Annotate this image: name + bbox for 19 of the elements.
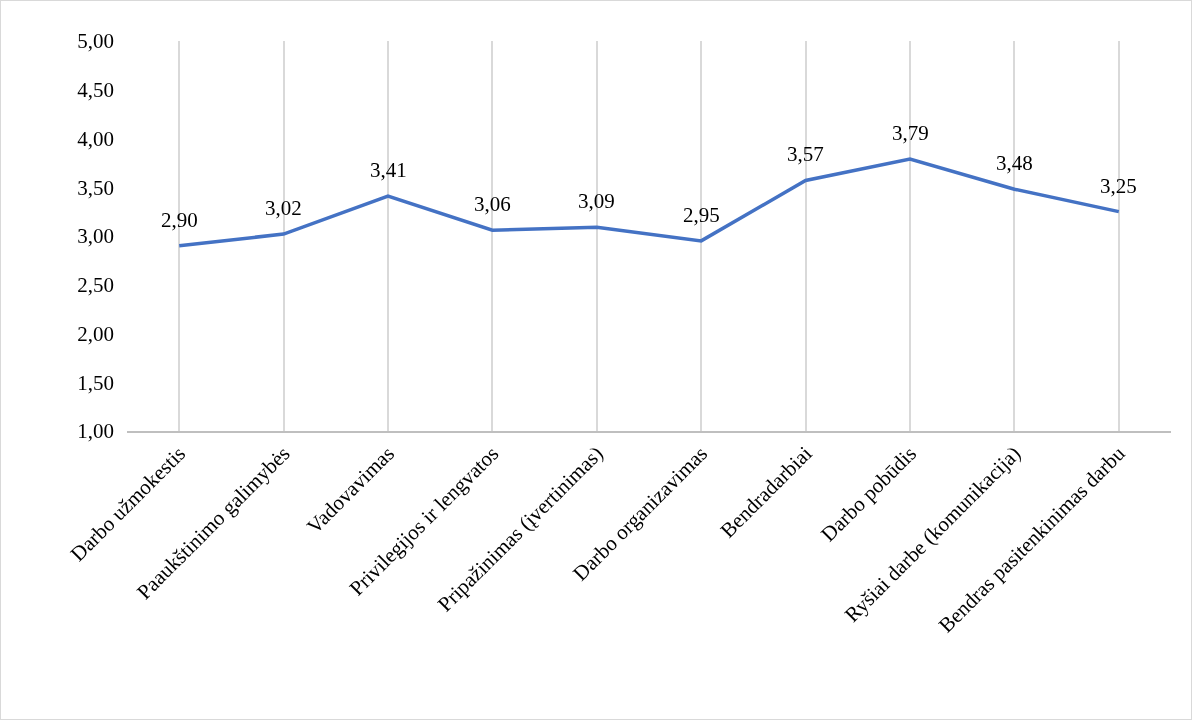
y-tick-label: 5,00 <box>77 29 114 54</box>
y-tick-label: 3,50 <box>77 175 114 200</box>
data-label: 3,06 <box>474 192 511 216</box>
y-tick-label: 1,00 <box>77 419 114 444</box>
y-tick-label: 2,50 <box>77 273 114 298</box>
data-label: 3,09 <box>578 189 615 213</box>
y-tick-label: 4,00 <box>77 126 114 151</box>
y-tick-label: 3,00 <box>77 224 114 249</box>
data-label: 3,02 <box>265 196 302 220</box>
y-tick-label: 1,50 <box>77 370 114 395</box>
data-label: 2,90 <box>161 208 198 232</box>
data-label: 3,79 <box>892 121 929 145</box>
y-tick-label: 4,50 <box>77 78 114 103</box>
data-label: 3,48 <box>996 151 1033 175</box>
data-label: 3,41 <box>370 158 407 182</box>
data-label: 3,57 <box>787 142 824 166</box>
data-label: 3,25 <box>1100 174 1137 198</box>
data-label: 2,95 <box>683 203 720 227</box>
y-tick-label: 2,00 <box>77 321 114 346</box>
